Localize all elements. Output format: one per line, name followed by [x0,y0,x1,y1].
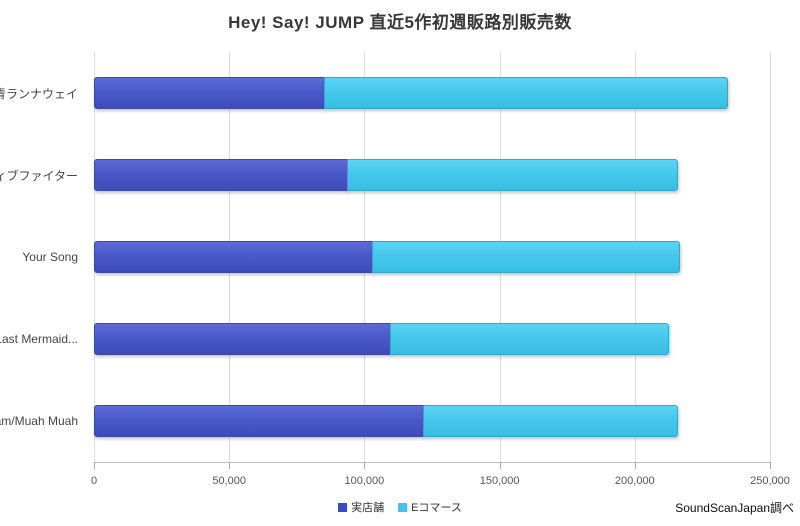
category-axis: 群青ランナウェイ ネガティブファイター Your Song Last Merma… [0,52,86,462]
tick-mark [499,462,501,469]
bar-segment-store[interactable] [94,323,392,355]
bar-row [94,134,770,216]
category-label: I am/Muah Muah [0,414,78,428]
bar-segment-store[interactable] [94,241,373,273]
tick-mark [770,462,771,469]
bar-segment-ecommerce[interactable] [371,241,680,273]
category-label: ネガティブファイター [0,168,78,183]
bar-segment-ecommerce[interactable] [390,323,669,355]
bar-segment-store[interactable] [94,405,424,437]
tick-label: 100,000 [344,475,385,487]
tick-mark [229,462,231,469]
tick-label: 150,000 [479,475,520,487]
stacked-bar [94,159,770,191]
legend-item-store[interactable]: 実店舗 [338,499,384,515]
tick-label: 0 [90,475,98,487]
legend-swatch-ecommerce-icon [398,502,408,512]
chart-title: Hey! Say! JUMP 直近5作初週販路別販売数 [228,13,572,32]
bar-segment-store[interactable] [94,77,326,109]
category-label: Your Song [22,250,78,264]
tick-mark [94,462,95,469]
bar-row [94,380,770,462]
legend-label-store: 実店舗 [351,502,385,514]
bar-segment-store[interactable] [94,159,349,191]
plot-area [94,52,771,462]
gridline [770,52,771,462]
stacked-bar [94,77,770,109]
legend: 実店舗 Eコマース [0,499,800,515]
category-label: Last Mermaid... [0,332,78,346]
x-axis: 0 50,000 100,000 150,000 200,000 250,000 [90,462,790,496]
bar-segment-ecommerce[interactable] [422,405,679,437]
tick-label: 200,000 [614,475,655,487]
legend-item-ecommerce[interactable]: Eコマース [398,499,462,515]
tick-label: 50,000 [212,475,247,487]
stacked-bar [94,241,770,273]
bar-segment-ecommerce[interactable] [324,77,729,109]
stacked-bar [94,323,770,355]
category-label: 群青ランナウェイ [0,86,78,101]
legend-swatch-store-icon [338,502,348,512]
tick-label: 250,000 [750,475,790,487]
tick-mark [634,462,636,469]
bar-row [94,298,770,380]
bar-segment-ecommerce[interactable] [347,159,679,191]
bar-row [94,52,770,134]
x-axis-line [94,462,771,463]
bar-row [94,216,770,298]
stacked-bar [94,405,770,437]
legend-label-ecommerce: Eコマース [411,502,462,514]
source-credit: SoundScanJapan調べ [675,501,794,515]
tick-mark [364,462,366,469]
